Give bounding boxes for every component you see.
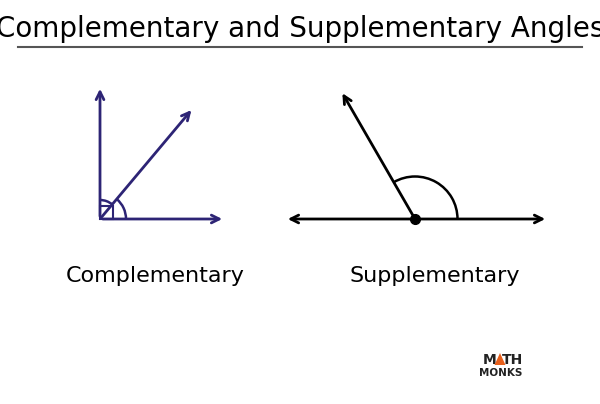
Text: Complementary and Supplementary Angles: Complementary and Supplementary Angles bbox=[0, 15, 600, 43]
Polygon shape bbox=[494, 353, 505, 365]
Text: Supplementary: Supplementary bbox=[350, 266, 520, 286]
Text: TH: TH bbox=[502, 353, 523, 367]
Text: Complementary: Complementary bbox=[65, 266, 244, 286]
Text: M: M bbox=[483, 353, 497, 367]
Text: MONKS: MONKS bbox=[479, 368, 523, 378]
